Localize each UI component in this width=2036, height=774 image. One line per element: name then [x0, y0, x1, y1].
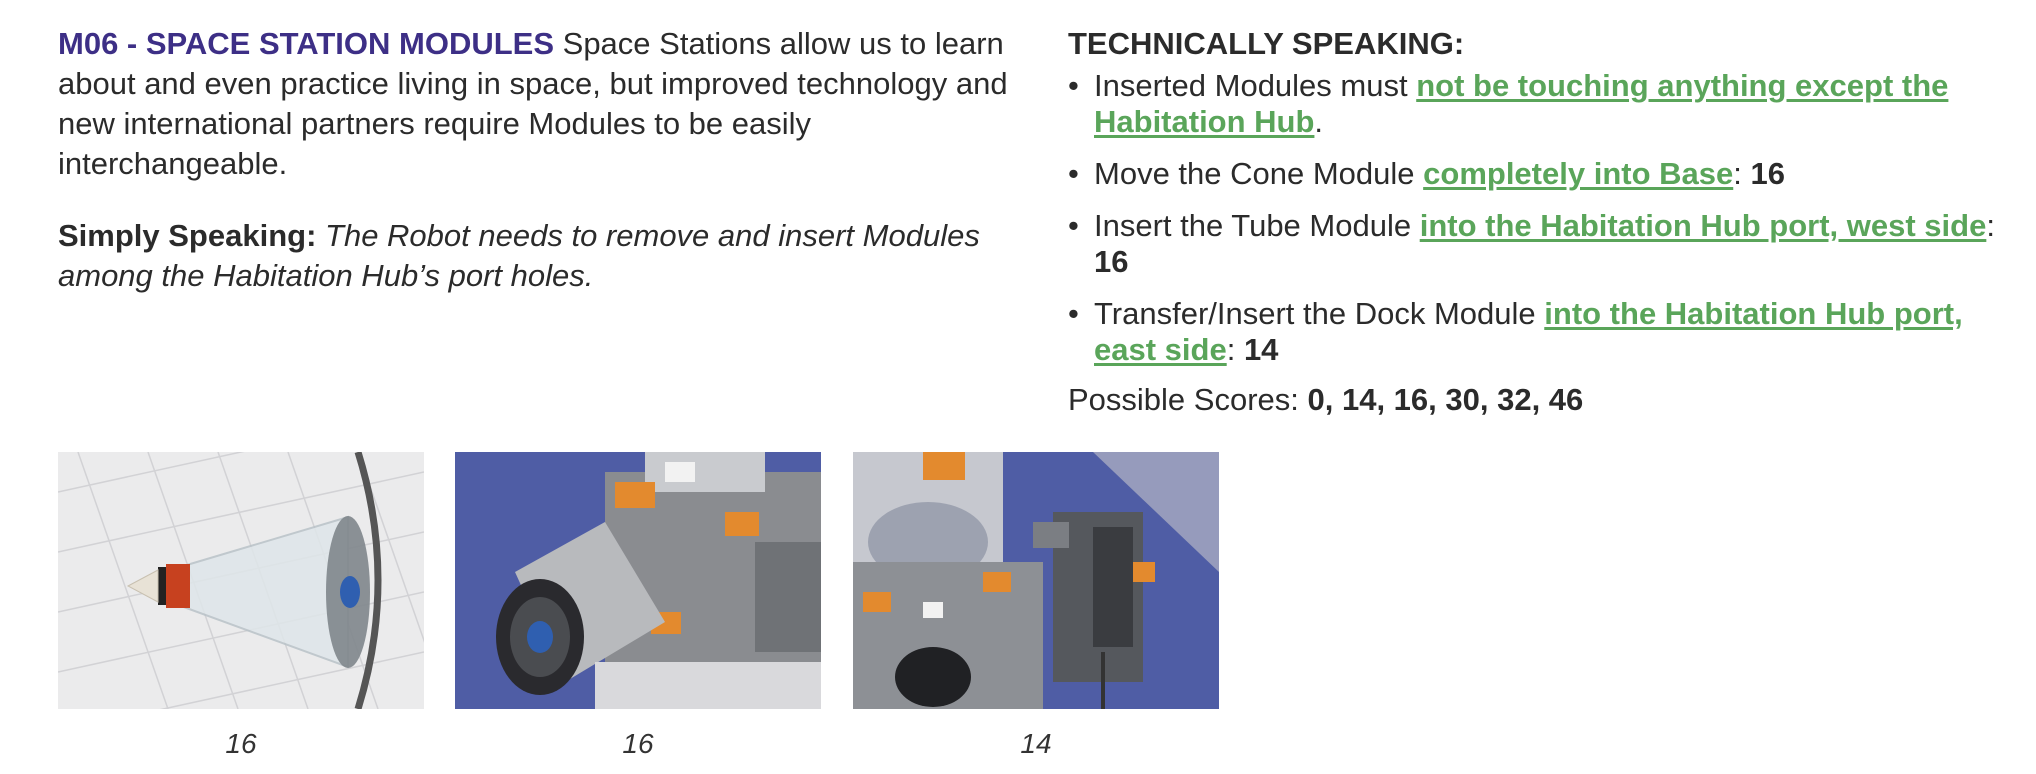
dock-module-illustration — [853, 452, 1219, 709]
rule-points: 14 — [1243, 332, 1279, 367]
intro-text: Space Stations allow us to learn about a… — [58, 26, 1008, 181]
rule-item: • Transfer/Insert the Dock Module into th… — [1068, 296, 2008, 368]
rule-text: Transfer/Insert the Dock Module — [1094, 296, 1545, 331]
scores-values: 0, 14, 16, 30, 32, 46 — [1307, 382, 1584, 417]
dock-module-photo — [853, 452, 1219, 709]
rule-suffix: : — [1733, 156, 1751, 191]
rule-text: Insert the Tube Module — [1094, 208, 1420, 243]
rule-link[interactable]: into the Habitation Hub port, west side — [1419, 208, 1987, 243]
rule-item: • Inserted Modules must not be touching a… — [1068, 68, 2008, 140]
scores-label: Possible Scores: — [1068, 382, 1308, 417]
mission-description: M06 - SPACE STATION MODULES Space Statio… — [58, 24, 1018, 296]
rule-points: 16 — [1094, 244, 1129, 279]
tube-module-photo — [455, 452, 821, 709]
simply-speaking: Simply Speaking: The Robot needs to remo… — [58, 216, 1018, 296]
photo-caption: 14 — [1020, 728, 1052, 759]
rule-text: Inserted Modules must — [1094, 68, 1417, 103]
simply-speaking-label: Simply Speaking: — [58, 218, 317, 253]
mission-title: M06 - SPACE STATION MODULES — [58, 26, 555, 61]
simply-speaking-text: The Robot needs to remove and insert Mod… — [58, 218, 980, 293]
rule-suffix: . — [1314, 104, 1324, 139]
rule-link[interactable]: into the Habitation Hub port, east side — [1094, 296, 1963, 367]
rule-text: Move the Cone Module — [1094, 156, 1424, 191]
rule-points: 16 — [1750, 156, 1785, 191]
possible-scores: Possible Scores: 0, 14, 16, 30, 32, 46 — [1068, 380, 2008, 420]
rule-item: • Move the Cone Module completely into Ba… — [1068, 156, 2008, 192]
rule-list: • Inserted Modules must not be touching a… — [1068, 68, 2008, 368]
intro-paragraph: M06 - SPACE STATION MODULES Space Statio… — [58, 24, 1018, 184]
cone-module-photo — [58, 452, 424, 709]
tube-module-illustration — [455, 452, 821, 709]
rule-link[interactable]: not be touching anything except the Habi… — [1094, 68, 1949, 139]
bullet-icon: • — [1068, 68, 1079, 103]
bullet-icon: • — [1068, 208, 1079, 243]
rule-link[interactable]: completely into Base — [1423, 156, 1734, 191]
rule-suffix: : — [1986, 208, 1995, 243]
rule-suffix: : — [1226, 332, 1244, 367]
technical-heading: TECHNICALLY SPEAKING: — [1068, 26, 1465, 61]
bullet-icon: • — [1068, 156, 1079, 191]
bullet-icon: • — [1068, 296, 1079, 331]
cone-module-illustration — [58, 452, 424, 709]
photo-caption: 16 — [622, 728, 654, 759]
rule-item: • Insert the Tube Module into the Habitat… — [1068, 208, 2008, 280]
technical-section: TECHNICALLY SPEAKING: • Inserted Modules … — [1068, 24, 2008, 420]
photo-caption: 16 — [225, 728, 257, 759]
